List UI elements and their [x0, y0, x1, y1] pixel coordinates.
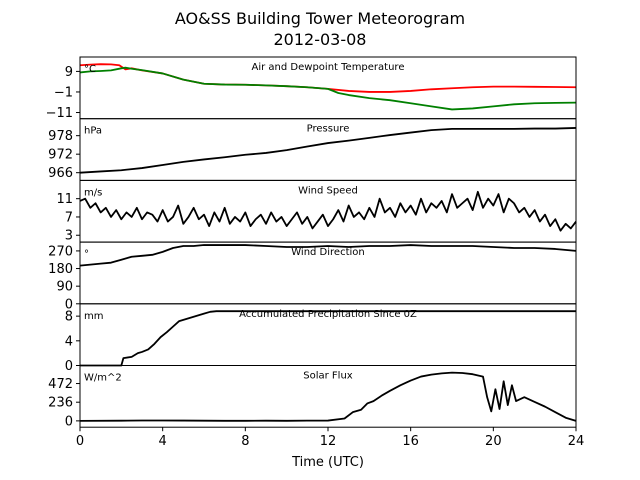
- panel-6: 0 236 472 W/m^2 Solar Flux: [48, 365, 577, 429]
- panel-3: 3 7 11 m/s Wind Speed: [56, 179, 577, 244]
- x-tick-label-6: 20: [485, 434, 502, 449]
- panel-2-ytick-label-1: 966: [48, 166, 73, 181]
- chart-title: AO&SS Building Tower Meteorogram: [175, 9, 465, 28]
- x-tick-label-3: 8: [241, 434, 249, 449]
- panel-3-ytick-label-1: 3: [65, 229, 73, 244]
- panel-6-ytick-label-2: 236: [48, 396, 73, 411]
- x-axis-label: Time (UTC): [291, 455, 364, 470]
- panel-6-unit: W/m^2: [84, 373, 122, 384]
- panel-2-ytick-label-2: 972: [48, 148, 73, 163]
- panel-4-ytick-label-3: 180: [48, 262, 73, 277]
- panel-1: 9 −1 −11 °C Air and Dewpoint Temperature: [46, 56, 577, 121]
- panel-3-ytick-label-2: 7: [65, 210, 73, 225]
- panel-6-series-1-line: [79, 371, 577, 422]
- x-tick-label-7: 24: [568, 434, 585, 449]
- panel-4-ytick-label-4: 270: [48, 244, 73, 259]
- chart-subtitle: 2012-03-08: [274, 30, 367, 49]
- panel-6-ytick-label-3: 472: [48, 377, 73, 392]
- panels-group: 9−1−11°C Air and Dewpoint Temperature9669…: [46, 56, 577, 429]
- panel-5: 0 4 8 mm Accumulated Precipitation Since 0Z: [65, 303, 577, 374]
- panel-3-unit: m/s: [84, 187, 102, 198]
- panel-4: 0 90 180 270 ° Wind Direction: [48, 241, 577, 312]
- panel-6-ytick-label-1: 0: [65, 414, 73, 429]
- panel-5-name: Accumulated Precipitation Since 0Z: [239, 309, 417, 320]
- panel-2: 966 972 978 hPa Pressure: [48, 118, 577, 181]
- panel-5-ytick-label-1: 0: [65, 359, 73, 374]
- x-axis: 0 4 8 12 16 20 24: [76, 427, 584, 449]
- x-tick-label-4: 12: [320, 434, 337, 449]
- x-tick-label-1: 0: [76, 434, 84, 449]
- panel-4-ytick-label-2: 90: [56, 280, 73, 295]
- x-tick-label-2: 4: [159, 434, 167, 449]
- panel-2-series-1-line: [79, 127, 577, 174]
- panel-3-series-1-line: [79, 190, 577, 232]
- panel-5-unit: mm: [84, 311, 103, 322]
- panel-2-ytick-label-3: 978: [48, 129, 73, 144]
- panel-1-series-2-line: [79, 66, 577, 111]
- panel-2-unit: hPa: [84, 126, 102, 137]
- panel-2-name: Pressure: [307, 124, 350, 135]
- panel-3-ytick-label-3: 11: [56, 192, 73, 207]
- panel-1-name: Air and Dewpoint Temperature: [252, 62, 405, 73]
- panel-4-name: Wind Direction: [291, 247, 365, 258]
- panel-6-name: Solar Flux: [303, 371, 353, 382]
- panel-1-unit: °C: [84, 64, 96, 75]
- panel-4-series-1-line: [79, 244, 577, 267]
- panel-1-ytick-label-3: −11: [46, 106, 73, 121]
- panel-5-ytick-label-3: 8: [65, 310, 73, 325]
- panel-4-unit: °: [84, 249, 89, 260]
- panel-1-ytick-label-1: 9: [65, 65, 73, 80]
- panel-5-series-1-line: [80, 310, 576, 367]
- x-tick-label-5: 16: [402, 434, 419, 449]
- panel-3-name: Wind Speed: [298, 185, 358, 196]
- panel-5-ytick-label-2: 4: [65, 334, 73, 349]
- panel-1-ytick-label-2: −1: [54, 85, 73, 100]
- panel-4-ytick-label-1: 0: [65, 297, 73, 312]
